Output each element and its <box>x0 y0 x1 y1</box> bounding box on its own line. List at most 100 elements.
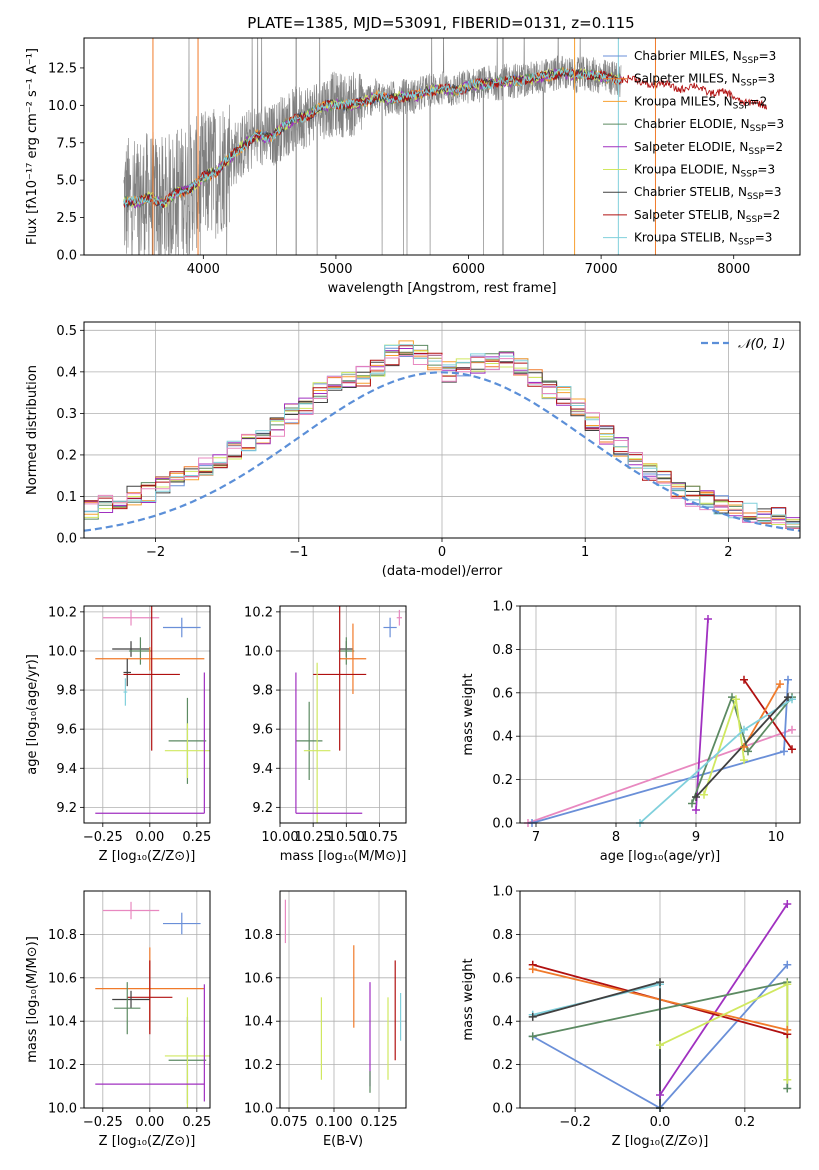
y-tick-label: 10.0 <box>48 99 77 114</box>
legend-label: Chabrier STELIB, NSSP=3 <box>634 185 782 202</box>
y-tick-label: 9.4 <box>252 762 273 777</box>
y-tick-label: 9.2 <box>252 801 273 816</box>
weight-marker <box>783 1084 792 1093</box>
y-tick-label: 0.3 <box>56 407 77 422</box>
y-axis-label: mass [log₁₀(M/M⊙)] <box>25 936 40 1063</box>
x-tick-label: 0 <box>438 545 446 560</box>
weight-line-salp_elodie <box>659 903 789 1096</box>
x-axis-label: wavelength [Angstrom, rest frame] <box>328 281 557 296</box>
y-tick-label: 10.4 <box>244 1015 273 1030</box>
y-tick-label: 9.6 <box>252 723 273 738</box>
y-tick-label: 0.8 <box>492 643 513 658</box>
y-tick-label: 0.4 <box>492 1015 513 1030</box>
weight_vs_age-frame <box>519 605 801 824</box>
error-bar-point <box>114 982 141 1035</box>
x-tick-label: 8 <box>612 830 620 845</box>
y-tick-label: 10.2 <box>48 605 77 620</box>
y-tick-label: 0.8 <box>492 928 513 943</box>
y-tick-label: 0.2 <box>492 1058 513 1073</box>
error-bar-point <box>164 997 210 1108</box>
age_vs_Z-axes <box>80 606 210 827</box>
error-bar-point <box>123 678 128 706</box>
legend-label: Salpeter STELIB, NSSP=2 <box>634 208 780 225</box>
weight-marker <box>740 675 748 684</box>
age_vs_mass-frame <box>279 605 407 824</box>
weight-line-pink <box>527 728 793 823</box>
weight-marker <box>788 745 796 754</box>
x-tick-label: 10 <box>768 830 785 845</box>
weight-marker <box>783 960 792 969</box>
y-tick-label: 5.0 <box>56 174 77 189</box>
y-tick-label: 9.8 <box>252 684 273 699</box>
error-bar-point <box>295 701 323 780</box>
x-tick-label: 10.50 <box>328 830 365 845</box>
x-tick-label: −0.25 <box>83 830 123 845</box>
mass_vs_EBV-axes <box>276 891 406 1112</box>
y-tick-label: 12.5 <box>48 61 77 76</box>
y-tick-label: 9.2 <box>56 801 77 816</box>
legend-label: Salpeter MILES, NSSP=3 <box>634 72 775 89</box>
x-axis-label: Z [log₁₀(Z/Z⊙)] <box>612 1134 709 1149</box>
weight-marker <box>704 615 712 624</box>
error-bar-point <box>164 723 210 779</box>
y-tick-label: 1.0 <box>492 600 513 615</box>
legend-label: Kroupa ELODIE, NSSP=3 <box>634 163 775 180</box>
error-bar-point <box>112 641 150 657</box>
x-tick-label: 0.0 <box>650 1115 671 1130</box>
y-tick-label: 10.0 <box>244 644 273 659</box>
spectrum-title: PLATE=1385, MJD=53091, FIBERID=0131, z=0… <box>247 14 634 32</box>
weight-marker <box>783 900 792 909</box>
model-spectrum-salp_stelib <box>123 68 768 209</box>
legend-label: Chabrier ELODIE, NSSP=3 <box>634 117 784 134</box>
legend-label: Salpeter ELODIE, NSSP=2 <box>634 140 783 157</box>
x-tick-label: 0.25 <box>182 830 211 845</box>
weight-line-salp_elodie <box>695 618 709 811</box>
y-tick-label: 9.4 <box>56 762 77 777</box>
residuals-frame <box>83 321 801 539</box>
weight-marker <box>783 1075 792 1084</box>
error-bar-point <box>123 658 132 687</box>
weight_vs_Z-plot-area <box>532 903 789 1108</box>
weight-marker <box>688 799 696 808</box>
y-tick-label: 0.2 <box>492 773 513 788</box>
weight-marker <box>783 1025 792 1034</box>
y-tick-label: 10.6 <box>48 971 77 986</box>
y-tick-label: 0.0 <box>56 249 77 264</box>
weight-marker <box>656 1090 664 1099</box>
weight-marker <box>692 792 700 801</box>
x-tick-label: 8000 <box>717 262 750 277</box>
x-axis-label: E(B-V) <box>323 1134 363 1149</box>
weight-marker <box>528 1032 537 1041</box>
residuals-plot-area <box>84 340 800 532</box>
x-tick-label: 2 <box>724 545 732 560</box>
weight-marker <box>776 680 784 689</box>
error-bar-point <box>123 606 180 751</box>
y-axis-label: age [log₁₀(age/yr)] <box>25 654 40 775</box>
y-tick-label: 10.4 <box>48 1015 77 1030</box>
mass_vs_Z-plot-area <box>95 901 210 1108</box>
x-tick-label: 0.100 <box>315 1115 352 1130</box>
y-axis-label: Normed distribution <box>25 365 40 495</box>
weight-marker <box>784 675 792 684</box>
mass_vs_Z-axes <box>80 891 210 1112</box>
x-tick-label: 10.75 <box>361 830 398 845</box>
model-spectrum-krou_stelib <box>123 68 622 207</box>
error-bar-point <box>102 609 160 626</box>
x-tick-label: 0.2 <box>735 1115 756 1130</box>
y-tick-label: 10.6 <box>244 971 273 986</box>
mass_vs_EBV-frame <box>279 890 407 1109</box>
weight-line-chab_miles <box>532 964 788 1108</box>
legend-label: Kroupa MILES, NSSP=2 <box>634 94 767 111</box>
y-tick-label: 10.0 <box>48 644 77 659</box>
weight-marker <box>744 747 752 756</box>
error-bar-point <box>95 647 205 671</box>
error-bar-point <box>127 960 173 1035</box>
error-bar-point <box>112 990 150 1009</box>
x-tick-label: 10.00 <box>261 830 298 845</box>
y-tick-label: 0.6 <box>492 686 513 701</box>
y-tick-label: 10.8 <box>48 928 77 943</box>
y-tick-label: 0.6 <box>492 971 513 986</box>
x-tick-label: 6000 <box>452 262 485 277</box>
y-tick-label: 0.1 <box>56 490 77 505</box>
